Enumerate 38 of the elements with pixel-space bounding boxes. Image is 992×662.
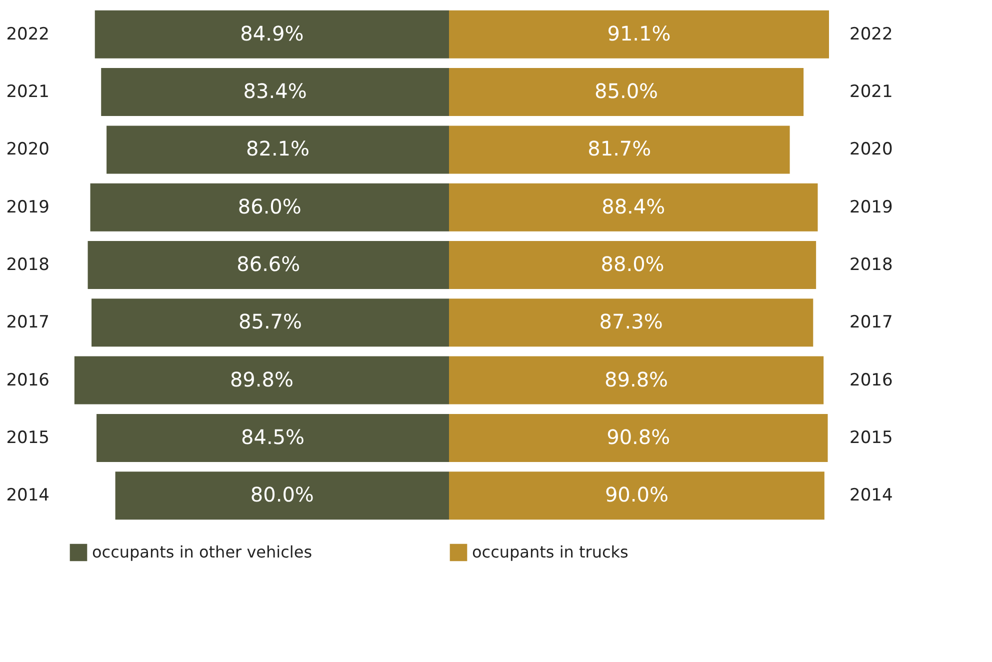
y-tick-label: 2022 [850,24,893,44]
data-label: 88.4% [602,194,666,218]
y-tick-label: 2016 [6,370,50,390]
legend-label: occupants in other vehicles [92,542,312,562]
data-label: 88.0% [600,252,664,276]
y-tick-label: 2017 [6,312,50,333]
y-tick-label: 2017 [850,312,893,333]
data-label: 90.0% [604,482,668,507]
legend-label: occupants in trucks [472,542,628,562]
y-tick-label: 2019 [850,197,893,218]
y-tick-label: 2019 [6,197,50,218]
data-label: 85.7% [238,310,302,334]
y-tick-label: 2014 [6,486,50,506]
data-label: 91.1% [607,21,671,46]
y-tick-label: 2015 [850,428,893,448]
data-label: 84.5% [240,424,305,449]
y-tick-label: 2018 [6,255,50,275]
y-tick-label: 2016 [850,370,893,390]
data-label: 85.0% [594,79,658,104]
y-tick-label: 2018 [850,255,893,275]
data-label: 89.8% [230,367,294,392]
data-label: 89.8% [604,367,668,392]
y-tick-label: 2020 [850,140,893,160]
y-tick-label: 2021 [6,82,50,102]
data-label: 81.7% [588,136,652,161]
data-label: 90.8% [606,424,670,449]
data-label: 86.0% [238,194,302,218]
y-tick-label: 2015 [6,428,50,448]
y-tick-label: 2022 [6,24,50,44]
data-label: 83.4% [243,79,307,104]
data-label: 84.9% [240,21,304,46]
data-label: 86.6% [236,252,300,276]
data-label: 80.0% [250,482,314,507]
y-tick-label: 2020 [6,140,50,160]
data-label: 82.1% [246,136,310,161]
y-tick-label: 2014 [850,486,893,506]
y-tick-label: 2021 [850,82,893,102]
data-label: 87.3% [599,310,663,334]
